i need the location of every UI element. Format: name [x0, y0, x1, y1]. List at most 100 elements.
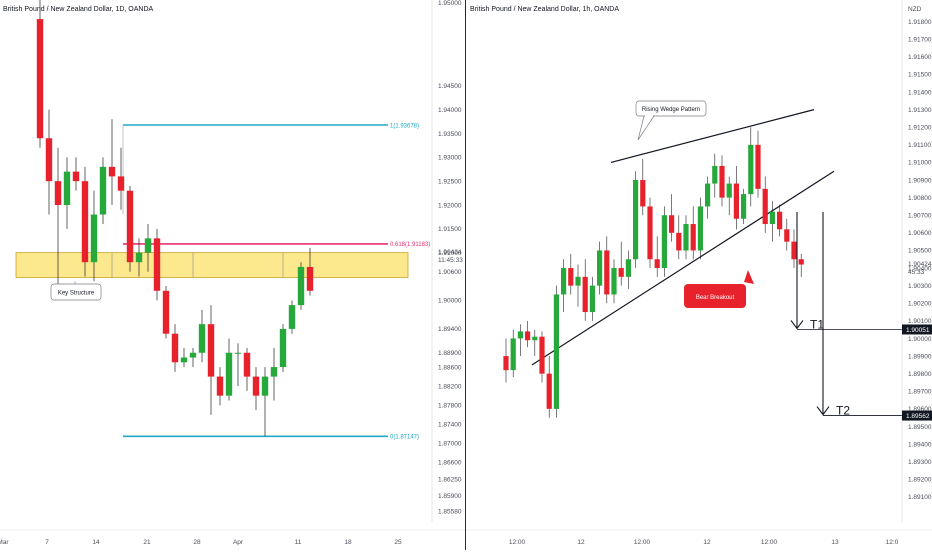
- hourly-candle-33[interactable]: [741, 194, 747, 219]
- daily-candle-14[interactable]: [162, 290, 170, 334]
- hourly-candle-16[interactable]: [618, 268, 624, 277]
- hourly-candle-30[interactable]: [719, 165, 725, 198]
- key-structure-zone[interactable]: [15, 252, 409, 278]
- hourly-candle-21[interactable]: [654, 259, 660, 269]
- target2-label: T2: [836, 404, 850, 418]
- hourly-price-axis[interactable]: NZD 1.91800 1.91700 1.91600 1.91500 1.91400 1.…: [901, 0, 932, 522]
- daily-candle-12[interactable]: [144, 238, 152, 253]
- hourly-candle-37[interactable]: [769, 211, 775, 225]
- hourly-time-axis[interactable]: 12:00 12 12:00 12 12:00 13 12:0: [466, 529, 932, 546]
- daily-candle-9[interactable]: [117, 176, 125, 191]
- hourly-candle-0[interactable]: [503, 356, 509, 371]
- hourly-chart-panel[interactable]: Rising Wedge Pattern Bear Breakout T1 T2 NZ…: [466, 0, 932, 550]
- daily-candle-28[interactable]: [288, 305, 296, 329]
- hourly-candle-35[interactable]: [755, 144, 761, 189]
- hourly-candle-15[interactable]: [611, 268, 617, 295]
- hourly-y-tick-6: 1.91200: [908, 125, 932, 132]
- daily-candle-1[interactable]: [45, 138, 53, 182]
- hourly-candle-19[interactable]: [640, 180, 646, 207]
- hourly-candle-4[interactable]: [532, 336, 538, 341]
- daily-candle-11[interactable]: [135, 252, 143, 263]
- wedge-line-upper[interactable]: [610, 109, 815, 164]
- daily-candle-29[interactable]: [297, 266, 305, 306]
- wedge-line-lower[interactable]: [531, 170, 835, 366]
- daily-candle-2[interactable]: [54, 181, 62, 205]
- hourly-y-tick-16: 1.90200: [908, 301, 932, 308]
- daily-annotations-group: Key Structure: [50, 281, 102, 301]
- daily-candle-7[interactable]: [99, 166, 107, 215]
- hourly-annotations-group: Rising Wedge Pattern Bear Breakout T1 T2: [635, 100, 902, 418]
- hourly-candle-27[interactable]: [697, 206, 703, 251]
- hourly-candle-31[interactable]: [726, 183, 732, 198]
- hourly-candle-6[interactable]: [546, 373, 552, 409]
- hourly-candle-5[interactable]: [539, 336, 545, 374]
- daily-candle-25[interactable]: [261, 376, 269, 396]
- hourly-candle-9[interactable]: [568, 268, 574, 286]
- hourly-candle-20[interactable]: [647, 206, 653, 260]
- daily-candle-5[interactable]: [81, 181, 89, 263]
- daily-chart-panel[interactable]: 1(1.93678) 0.618(1.91183) 0(1.87147) Key S…: [0, 0, 466, 550]
- hourly-candles-group: [503, 127, 804, 418]
- daily-price-axis[interactable]: 1.95000 1.94500 1.94000 1.93500 1.93000 1.925…: [431, 0, 463, 522]
- hourly-candle-25[interactable]: [683, 224, 689, 251]
- hourly-candle-22[interactable]: [661, 215, 667, 269]
- daily-x-tick-7: 18: [344, 539, 352, 546]
- daily-candle-27[interactable]: [279, 328, 287, 368]
- daily-candle-10[interactable]: [126, 190, 134, 263]
- daily-candle-24[interactable]: [252, 376, 260, 396]
- hourly-candle-28[interactable]: [705, 183, 711, 207]
- hourly-candle-2[interactable]: [517, 331, 523, 339]
- daily-candle-19[interactable]: [207, 324, 215, 377]
- hourly-candle-23[interactable]: [669, 215, 675, 233]
- daily-candle-8[interactable]: [108, 166, 116, 177]
- daily-candle-15[interactable]: [171, 333, 179, 363]
- hourly-candle-39[interactable]: [784, 229, 790, 242]
- hourly-candle-41[interactable]: [798, 259, 804, 265]
- daily-candle-16[interactable]: [180, 357, 188, 363]
- hourly-candle-34[interactable]: [748, 144, 754, 195]
- hourly-chart-svg[interactable]: Rising Wedge Pattern Bear Breakout T1 T2 NZ…: [466, 0, 932, 550]
- daily-chart-svg[interactable]: 1(1.93678) 0.618(1.91183) 0(1.87147) Key S…: [0, 0, 466, 550]
- daily-candle-4[interactable]: [72, 171, 80, 182]
- bear-breakout-badge[interactable]: [684, 284, 746, 308]
- hourly-candle-12[interactable]: [589, 285, 595, 313]
- hourly-candle-13[interactable]: [597, 250, 603, 286]
- daily-candle-26[interactable]: [270, 367, 278, 377]
- hourly-candle-14[interactable]: [604, 250, 610, 295]
- hourly-candle-38[interactable]: [777, 211, 783, 230]
- hourly-candle-26[interactable]: [690, 224, 696, 251]
- hourly-candle-24[interactable]: [676, 232, 682, 251]
- daily-candle-18[interactable]: [198, 324, 206, 353]
- daily-y-tick-11: 1.88900: [438, 350, 462, 357]
- daily-candle-3[interactable]: [63, 171, 71, 205]
- daily-candle-21[interactable]: [225, 352, 233, 396]
- daily-candle-30[interactable]: [306, 266, 314, 291]
- key-structure-callout[interactable]: [50, 283, 102, 301]
- hourly-candle-7[interactable]: [553, 294, 559, 409]
- hourly-candle-40[interactable]: [791, 241, 797, 260]
- daily-candle-6[interactable]: [90, 214, 98, 263]
- daily-candle-17[interactable]: [189, 352, 197, 358]
- hourly-candle-10[interactable]: [575, 276, 581, 286]
- hourly-candle-32[interactable]: [733, 183, 739, 219]
- hourly-candle-18[interactable]: [633, 180, 639, 260]
- daily-y-tick-6: 1.91500: [438, 226, 462, 233]
- hourly-candle-36[interactable]: [762, 188, 768, 225]
- daily-y-tick-16: 1.87000: [438, 441, 462, 448]
- hourly-y-tick-2: 1.91600: [908, 54, 932, 61]
- rising-wedge-callout[interactable]: [635, 100, 707, 117]
- daily-candle-20[interactable]: [216, 376, 224, 396]
- daily-candle-22[interactable]: [234, 352, 242, 354]
- daily-candle-0[interactable]: [36, 19, 44, 139]
- hourly-candle-1[interactable]: [510, 338, 516, 371]
- daily-candle-23[interactable]: [243, 352, 251, 377]
- hourly-candle-29[interactable]: [712, 165, 718, 184]
- daily-y-tick-0: 1.94500: [438, 83, 462, 90]
- hourly-x-tick-6: 12:0: [886, 539, 899, 546]
- hourly-candle-17[interactable]: [625, 259, 631, 277]
- daily-candle-13[interactable]: [153, 238, 161, 291]
- hourly-candle-8[interactable]: [561, 268, 567, 295]
- daily-time-axis[interactable]: Mar 7 14 21 28 Apr 11 18 25: [0, 529, 466, 546]
- hourly-candle-11[interactable]: [582, 276, 588, 313]
- hourly-candle-3[interactable]: [525, 331, 531, 341]
